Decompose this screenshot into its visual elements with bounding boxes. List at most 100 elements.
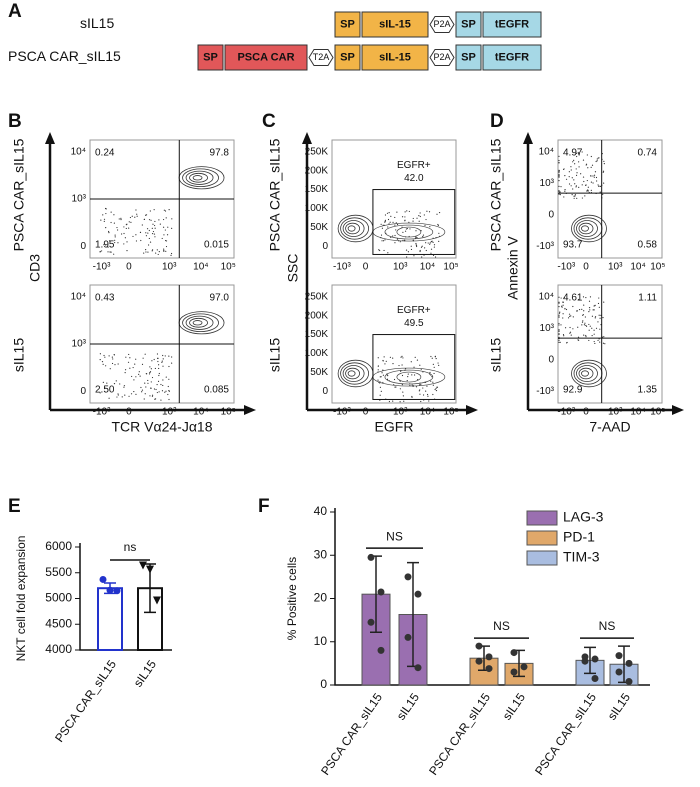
x-tick-label: 10³ [393,407,408,418]
quadrant-value: 0.015 [204,240,229,251]
event [139,231,142,233]
event [581,197,584,199]
event [569,332,571,334]
y-tick-label: 250K [305,146,329,157]
event [167,226,169,228]
event [100,219,102,221]
segment [455,11,482,38]
x-tick-label: 10⁵ [221,407,236,418]
event [574,194,577,196]
event [402,231,404,233]
x-tick-label: 10⁴ [420,262,435,273]
event [584,195,586,197]
event [598,306,600,308]
event [168,398,170,401]
event [422,394,425,396]
segment-label: SP [340,51,355,63]
event [589,309,591,311]
event [110,251,112,253]
event [168,365,170,368]
event [138,371,140,373]
x-tick-label: 10³ [608,407,623,418]
event [140,386,142,389]
event [416,245,418,248]
event [577,339,579,341]
event [594,171,597,173]
event [428,211,431,213]
event [399,401,401,403]
event [121,396,123,398]
y-tick-label: 10⁴ [539,146,554,157]
event [165,239,167,242]
event [155,252,157,254]
data-point [520,663,528,671]
contour [192,320,203,326]
event [558,312,561,314]
x-tick-label: 10³ [162,262,177,273]
event [404,239,406,241]
x-tick-label: -10³ [557,407,575,418]
event [602,171,604,173]
event [125,224,127,226]
event [558,190,560,193]
event [116,396,118,398]
event [418,220,420,222]
event [576,197,578,199]
event [585,296,587,299]
event [158,374,160,377]
event [401,374,404,377]
event [165,240,168,242]
event [400,356,402,358]
event [419,389,421,391]
event [429,242,431,244]
y-tick-label: 0 [80,241,86,252]
event [145,251,147,253]
event [115,380,117,382]
event [564,190,566,192]
event [598,314,600,316]
event [147,232,149,234]
event [147,379,149,382]
construct-name: PSCA CAR_sIL15 [8,48,121,64]
event [161,390,164,392]
event [168,209,170,211]
event [578,166,580,168]
event [416,359,419,361]
event [154,236,156,238]
event [114,234,116,236]
event [105,212,107,215]
x-tick-label: 10⁵ [650,407,665,418]
event [562,317,564,319]
contour [396,371,422,383]
event [164,210,167,212]
segment-label: SP [461,18,476,30]
segment-label: SP [461,51,476,63]
event [412,239,414,241]
event [400,370,402,372]
event [593,333,595,335]
event [151,227,153,229]
event [150,368,152,370]
event [415,386,418,388]
event [405,249,408,251]
event [392,363,394,365]
event [562,301,564,303]
event [387,226,389,228]
y-tick-label: 200K [305,165,329,176]
event [117,393,119,395]
event [142,357,144,359]
event [151,395,154,397]
event [566,342,568,344]
event [157,357,159,359]
x-tick-label: 0 [363,262,369,273]
event [99,359,101,361]
x-tick-label: -10³ [557,262,575,273]
event [392,235,394,237]
event [581,321,584,323]
linker [429,49,455,66]
event [108,240,111,242]
event [171,227,173,229]
event [159,223,161,225]
event [135,240,138,242]
event [582,320,584,322]
